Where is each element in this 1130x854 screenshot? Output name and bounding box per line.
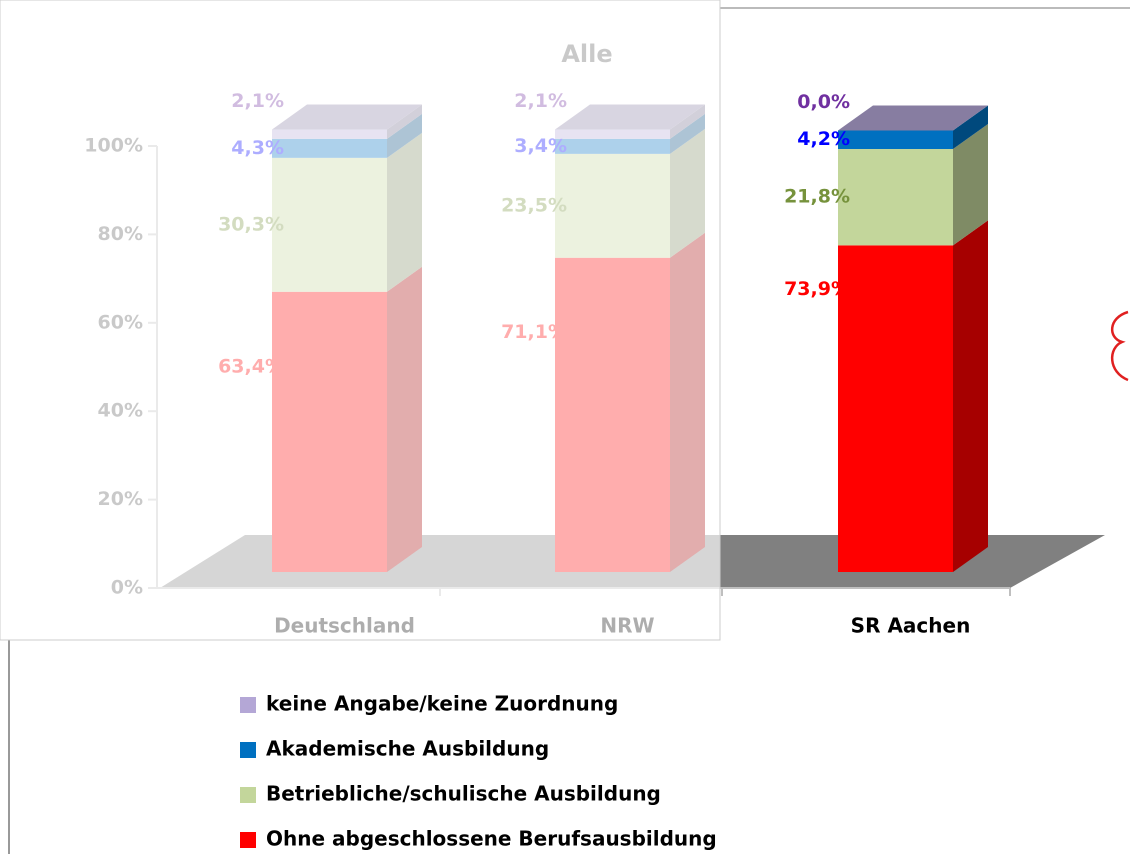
brace xyxy=(1111,310,1129,382)
legend-swatch xyxy=(240,742,256,758)
legend-label: keine Angabe/keine Zuordnung xyxy=(266,692,618,716)
legend-label: Ohne abgeschlossene Berufsausbildung xyxy=(266,827,717,851)
legend-label: Betriebliche/schulische Ausbildung xyxy=(266,782,661,806)
legend-swatch xyxy=(240,787,256,803)
bar-segment xyxy=(838,149,953,246)
data-label: 21,8% xyxy=(784,186,850,208)
bar-segment xyxy=(838,130,953,150)
data-label: 0,0% xyxy=(797,91,850,113)
fade-overlay xyxy=(0,0,721,641)
legend-label: Akademische Ausbildung xyxy=(266,737,549,761)
bar-side xyxy=(953,220,988,572)
bar-side xyxy=(953,124,988,246)
data-label: 4,2% xyxy=(797,128,850,150)
bar-top xyxy=(838,105,988,131)
legend-swatch xyxy=(240,832,256,848)
data-label: 73,9% xyxy=(784,278,850,300)
x-tick-label: SR Aachen xyxy=(851,614,971,638)
bar-side xyxy=(953,105,988,150)
legend-swatch xyxy=(240,697,256,713)
bar-segment xyxy=(838,245,953,572)
